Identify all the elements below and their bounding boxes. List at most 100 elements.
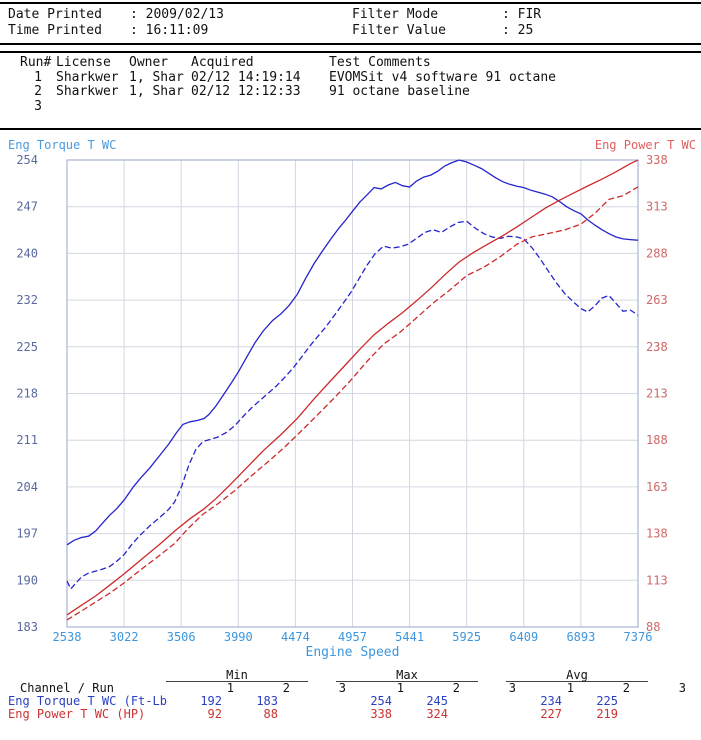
runs-header-comments: Test Comments [329,55,431,70]
run-owner: 1, Shar [129,69,184,85]
run-col: 3 [508,681,516,695]
torque-avg-2: 225 [596,694,618,708]
run-license [56,100,129,115]
run-row-2: 2 Sharkwer 1, Shar 02/12 12:12:33 91 oct… [0,84,701,100]
rpm-tick-label: 4957 [338,630,367,644]
runs-header-run: Run# [20,55,52,70]
runs-box: Run# License Owner Acquired Test Comment… [0,51,701,130]
torque-tick-label: 211 [16,433,38,447]
torque-max-2: 245 [426,694,448,708]
run-col: 1 [566,681,574,695]
chart-plot-area: 254 338 247 313 240 288 232 263 225 238 218 213 211 1… [16,153,668,660]
power-avg-1: 227 [540,707,562,721]
channel-run-header: Channel / Run [20,681,114,695]
rpm-tick-label: 3506 [167,630,196,644]
power-tick-label: 163 [646,480,668,494]
run-acquired: 02/12 14:19:14 [191,69,301,85]
summary-torque-row: Eng Torque T WC (Ft-Lb 192 183 254 245 2… [8,695,698,708]
runs-header-row: Run# License Owner Acquired Test Comment… [0,55,701,71]
date-printed-value: : 2009/02/13 [130,7,224,22]
eng-power-t-wc-run-1-curve [66,159,639,616]
rpm-tick-label: 4474 [281,630,310,644]
print-info-row: Date Printed : 2009/02/13 Filter Mode : … [0,7,701,23]
torque-min-1: 192 [200,694,222,708]
power-max-3 [448,708,504,721]
run-col: 1 [226,681,234,695]
runs-header-acquired: Acquired [191,55,254,70]
power-tick-label: 263 [646,293,668,307]
eng-torque-t-wc-run-2-curve [66,220,639,591]
power-min-2: 88 [263,707,278,721]
torque-tick-label: 218 [16,387,38,401]
rpm-tick-label: 7376 [624,630,653,644]
summary-power-row: Eng Power T WC (HP) 92 88 338 324 227 21… [8,708,698,721]
power-tick-label: 338 [646,153,668,167]
run-col: 2 [622,681,630,695]
run-comments: 91 octane baseline [329,84,470,99]
rpm-tick-label: 5441 [395,630,424,644]
plot-frame [66,159,639,628]
run-number: 3 [34,98,42,114]
torque-max-3 [448,695,504,708]
rpm-tick-label: 6893 [566,630,595,644]
rpm-tick-label: 3022 [110,630,139,644]
torque-tick-label: 247 [16,200,38,214]
run-col: 3 [338,681,346,695]
run-number: 2 [34,84,42,99]
torque-tick-label: 225 [16,340,38,354]
time-printed-value: : 16:11:09 [130,23,209,38]
torque-tick-label: 190 [16,573,38,587]
torque-min-3 [278,695,334,708]
run-owner: 1, Shar [129,84,184,99]
time-printed-label: Time Printed [8,23,102,38]
power-tick-label: 138 [646,527,668,541]
run-acquired: 02/12 12:12:33 [191,84,301,99]
power-min-3 [278,708,334,721]
power-min-1: 92 [207,707,222,721]
rpm-tick-label: 6409 [509,630,538,644]
torque-avg-3 [618,695,674,708]
torque-channel-label: Eng Torque T WC (Ft-Lb [8,694,167,708]
run-comments: EVOMSit v4 software 91 octane [329,69,556,85]
power-tick-label: 238 [646,340,668,354]
power-avg-3 [618,708,674,721]
torque-axis-title: Eng Torque T WC [8,138,117,152]
run-license: Sharkwer [56,69,119,85]
print-info-row: Time Printed : 16:11:09 Filter Value : 2… [0,23,701,39]
summary-group-header-row: Min Max Avg [8,669,698,682]
run-row-1: 1 Sharkwer 1, Shar 02/12 14:19:14 EVOMSi… [0,69,701,86]
torque-avg-1: 234 [540,694,562,708]
torque-tick-label: 254 [16,153,38,167]
run-acquired [191,100,329,115]
run-col: 2 [452,681,460,695]
dyno-chart: Eng Torque T WC Eng Power T WC 254 338 247… [0,135,701,668]
engine-speed-axis-title: Engine Speed [306,645,400,660]
avg-header: Avg [506,669,648,682]
power-tick-label: 113 [646,573,668,587]
rpm-tick-label: 2538 [53,630,82,644]
filter-mode-label: Filter Mode [352,7,439,22]
power-tick-label: 313 [646,200,668,214]
date-printed-label: Date Printed [8,7,102,22]
run-col: 2 [282,681,290,695]
power-avg-2: 219 [596,707,618,721]
power-channel-label: Eng Power T WC (HP) [8,707,146,721]
eng-power-t-wc-run-2-curve [66,186,639,621]
run-owner [129,100,191,115]
max-header: Max [336,669,478,682]
torque-min-2: 183 [256,694,278,708]
power-tick-label: 213 [646,387,668,401]
rpm-tick-label: 3990 [224,630,253,644]
print-info-box: Date Printed : 2009/02/13 Filter Mode : … [0,2,701,45]
runs-header-license: License [56,55,111,70]
power-max-1: 338 [370,707,392,721]
torque-max-1: 254 [370,694,392,708]
torque-tick-label: 183 [16,620,38,634]
run-col: 3 [678,681,686,695]
power-tick-label: 288 [646,246,668,260]
summary-run-number-row: Channel / Run 1 2 3 1 2 3 1 2 3 [8,682,698,695]
summary-table: Min Max Avg Channel / Run 1 2 3 1 2 3 1 … [8,669,698,721]
eng-torque-t-wc-run-1-curve [66,159,639,546]
torque-tick-label: 232 [16,293,38,307]
power-max-2: 324 [426,707,448,721]
